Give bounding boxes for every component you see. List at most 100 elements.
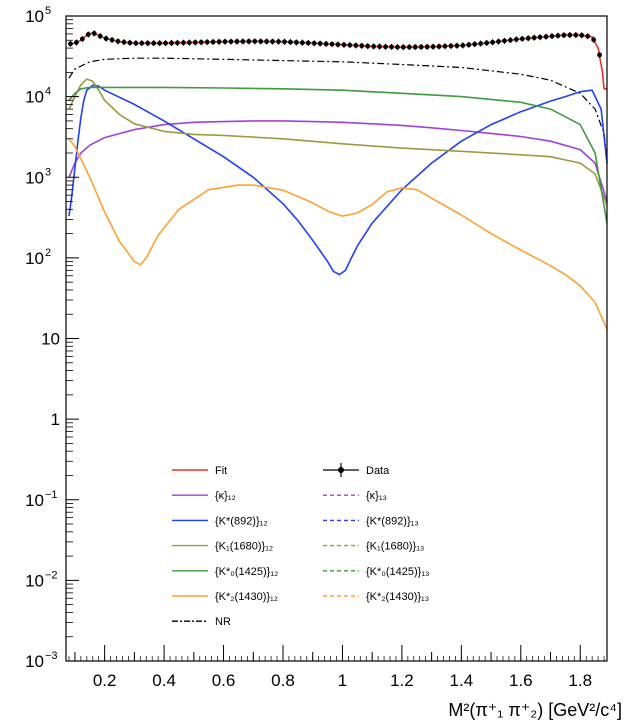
data-point [169, 40, 174, 46]
y-tick-label: 10 [25, 491, 44, 510]
legend-label: {κ}₁₃ [366, 490, 387, 502]
data-point [543, 34, 549, 40]
x-tick-label: 1.8 [568, 671, 592, 690]
data-point [430, 44, 436, 50]
legend-swatch-marker [338, 467, 344, 473]
data-point [454, 43, 460, 49]
data-point [329, 41, 335, 47]
series-layer [68, 30, 608, 330]
data-point [537, 34, 543, 40]
legend-label: {K*₀(1425)}₁₂ [215, 566, 278, 578]
data-point [531, 35, 537, 41]
data-point [216, 39, 222, 45]
data-point [163, 40, 168, 46]
data-point [490, 39, 495, 45]
data-point [91, 31, 97, 36]
data-point [246, 38, 252, 44]
data-point [513, 37, 519, 42]
data-point [561, 32, 567, 38]
series-line-nr [68, 57, 608, 157]
legend-item-item: {κ}₁₂ [172, 490, 236, 502]
data-point [74, 40, 79, 45]
data-point [109, 37, 115, 43]
legend-label: {K*₀(1425)}₁₃ [366, 566, 430, 578]
x-axis-title: M²(π⁺₁ π⁺₂) [GeV²/c⁴] [448, 700, 622, 720]
data-point [276, 39, 281, 45]
data-point [204, 39, 210, 45]
y-tick-exponent: 3 [45, 166, 51, 178]
data-point [103, 36, 109, 41]
data-point [282, 39, 287, 45]
data-point [347, 42, 353, 48]
data-point [406, 44, 412, 50]
legend-label: {K*(892)}₁₂ [215, 515, 268, 527]
data-point [258, 39, 264, 44]
data-point [436, 44, 442, 49]
data-point [377, 44, 383, 49]
legend-item-fit: Fit [172, 465, 227, 477]
legend-label: {K*₂(1430)}₁₃ [366, 591, 429, 603]
data-point [68, 41, 73, 47]
data-point [293, 39, 299, 45]
data-point [264, 39, 270, 44]
data-point [484, 40, 490, 46]
data-point [549, 33, 555, 39]
data-point [502, 38, 507, 44]
data-point [478, 41, 484, 46]
data-point [85, 32, 91, 37]
data-point [400, 44, 406, 50]
legend-label: Fit [215, 465, 227, 477]
data-point [418, 44, 424, 50]
x-tick-label: 1.2 [390, 671, 414, 690]
data-point [567, 32, 573, 38]
data-point [525, 35, 531, 41]
x-tick-label: 0.8 [271, 671, 295, 690]
y-tick-label: 10 [25, 88, 44, 107]
data-point [115, 38, 121, 44]
legend-item-k-892: {K*(892)}₁₃ [323, 515, 419, 527]
y-tick-exponent: −2 [45, 569, 58, 581]
y-tick-exponent: 5 [45, 5, 51, 17]
data-point [460, 42, 466, 48]
legend-label: {K₁(1680)}₁₂ [215, 541, 273, 553]
data-point [466, 42, 472, 48]
data-point [395, 44, 400, 50]
data-point [579, 32, 585, 38]
x-tick-label: 0.4 [152, 671, 176, 690]
data-point [252, 38, 258, 44]
series-line-item [68, 120, 608, 202]
legend-label: {K*₂(1430)}₁₂ [215, 591, 278, 603]
data-point [121, 39, 127, 45]
data-point [139, 40, 145, 46]
data-point [181, 40, 186, 46]
data-point [323, 41, 329, 47]
data-point [412, 44, 418, 50]
data-point [97, 33, 103, 39]
data-point [240, 39, 246, 44]
y-tick-exponent: 2 [45, 247, 51, 259]
data-point [299, 40, 305, 46]
data-point [442, 43, 448, 49]
legend-label: {K*(892)}₁₃ [366, 515, 419, 527]
legend-item-k-1680: {K₁(1680)}₁₃ [323, 541, 424, 553]
y-tick-label: 10 [25, 571, 44, 590]
data-point [186, 40, 192, 45]
data-point [519, 36, 525, 42]
series-data [68, 30, 602, 58]
legend-item-item: {κ}₁₃ [323, 490, 387, 502]
y-tick-label: 10 [41, 330, 60, 349]
data-point [365, 43, 371, 49]
data-point [288, 39, 293, 45]
data-point [175, 40, 180, 46]
legend-label: Data [366, 465, 390, 477]
legend-item-data: Data [323, 463, 390, 477]
x-tick-label: 0.6 [212, 671, 236, 690]
data-point [591, 37, 597, 43]
data-point [389, 44, 394, 50]
data-point [222, 39, 228, 45]
y-tick-label: 10 [25, 168, 44, 187]
data-point [359, 43, 365, 49]
